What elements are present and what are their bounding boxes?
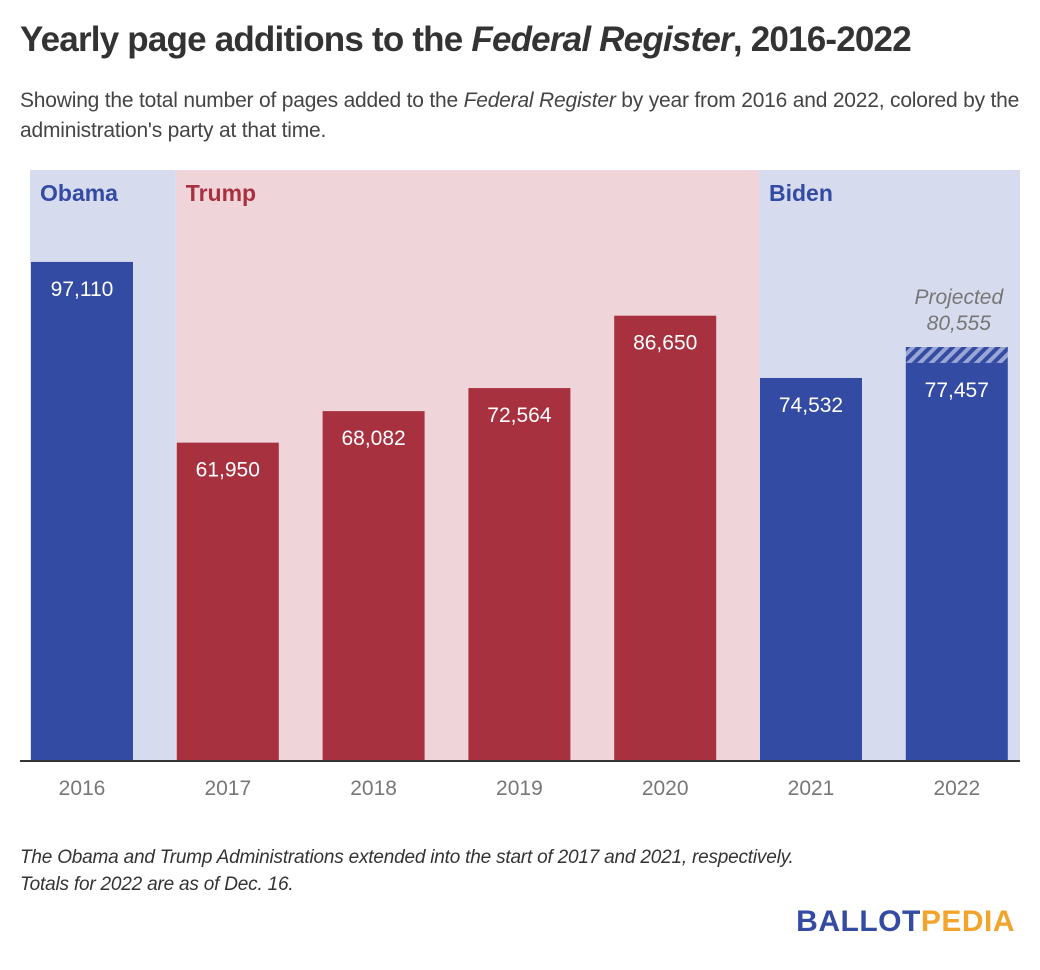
footnote-line-2: Totals for 2022 are as of Dec. 16. — [20, 874, 294, 895]
logo-part-2: PEDIA — [920, 905, 1015, 938]
x-tick-label-2022: 2022 — [933, 777, 980, 800]
title-italic-text: Federal Register — [471, 20, 733, 59]
chart-subtitle: Showing the total number of pages added … — [20, 86, 1030, 146]
x-tick-label-2016: 2016 — [59, 777, 106, 800]
bar-2022 — [905, 362, 1008, 761]
value-label-2020: 86,650 — [633, 332, 697, 355]
x-tick-label-2019: 2019 — [496, 777, 543, 800]
band-label-biden: Biden — [769, 180, 833, 206]
subtitle-suffix-text: by year from 2016 and 2022, colored by t… — [20, 89, 1020, 142]
footnote-line-1: The Obama and Trump Administrations exte… — [20, 847, 794, 868]
bar-chart: Obama Trump Biden 97,110 61,950 68,082 72,564 8… — [20, 170, 1020, 800]
value-label-2021: 74,532 — [779, 394, 843, 417]
x-tick-label-2018: 2018 — [350, 777, 397, 800]
value-label-2018: 68,082 — [341, 427, 405, 450]
bar-2019 — [468, 388, 571, 761]
band-label-trump: Trump — [186, 180, 256, 206]
footnote: The Obama and Trump Administrations exte… — [20, 844, 794, 898]
ballotpedia-logo: BALLOTPEDIA — [796, 905, 1015, 939]
value-label-2016: 97,110 — [51, 278, 114, 301]
x-tick-label-2020: 2020 — [642, 777, 689, 800]
bar-2017 — [176, 442, 279, 761]
subtitle-italic-text: Federal Register — [463, 89, 616, 112]
logo-part-1: BALLOT — [796, 905, 921, 938]
title-text: Yearly page additions to the — [20, 20, 472, 59]
chart-title: Yearly page additions to the Federal Reg… — [20, 20, 912, 60]
bar-2016 — [31, 261, 133, 761]
bar-2020 — [614, 315, 717, 761]
value-label-2019: 72,564 — [487, 404, 552, 427]
value-label-2022: 77,457 — [925, 379, 989, 402]
x-tick-label-2017: 2017 — [204, 777, 251, 800]
band-label-obama: Obama — [40, 180, 118, 206]
projected-value-label: 80,555 — [927, 312, 992, 335]
title-suffix-text: , 2016-2022 — [732, 20, 912, 59]
projected-bar-segment — [905, 347, 1008, 363]
bar-2018 — [322, 411, 425, 761]
bar-2021 — [760, 377, 862, 761]
x-tick-label-2021: 2021 — [788, 777, 835, 800]
value-label-2017: 61,950 — [196, 459, 260, 482]
subtitle-text: Showing the total number of pages added … — [20, 89, 464, 112]
projected-label: Projected — [914, 286, 1004, 309]
